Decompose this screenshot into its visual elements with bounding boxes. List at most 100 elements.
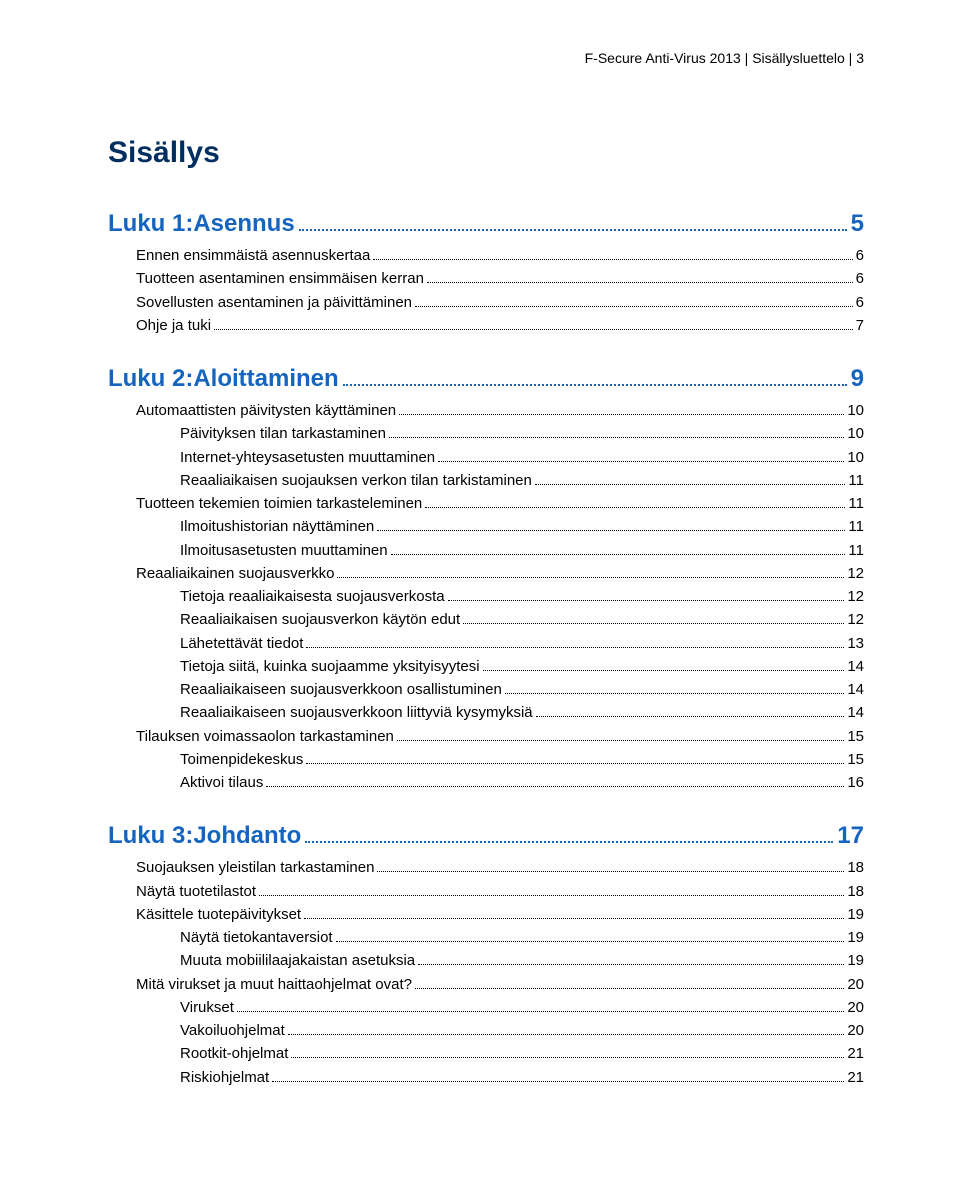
toc-entry[interactable]: Toimenpidekeskus15 bbox=[108, 748, 864, 771]
leader-dots bbox=[373, 252, 852, 260]
leader-dots bbox=[266, 779, 844, 787]
toc-entry-page: 20 bbox=[847, 973, 864, 996]
toc-entry-page: 16 bbox=[847, 771, 864, 794]
toc-entry[interactable]: Virukset 20 bbox=[108, 996, 864, 1019]
header-breadcrumb: F-Secure Anti-Virus 2013 | Sisällysluett… bbox=[108, 50, 864, 66]
toc-entry[interactable]: Reaaliaikaisen suojauksen verkon tilan t… bbox=[108, 469, 864, 492]
toc-entry[interactable]: Sovellusten asentaminen ja päivittäminen… bbox=[108, 291, 864, 314]
toc-entry[interactable]: Internet-yhteysasetusten muuttaminen10 bbox=[108, 446, 864, 469]
document-title: Sisällys bbox=[108, 136, 864, 170]
toc-entry[interactable]: Tietoja reaaliaikaisesta suojausverkosta… bbox=[108, 585, 864, 608]
toc-entry-label: Virukset bbox=[180, 996, 234, 1019]
toc-entry[interactable]: Ohje ja tuki7 bbox=[108, 314, 864, 337]
leader-dots bbox=[397, 732, 844, 740]
toc-entry-label: Reaaliaikainen suojausverkko bbox=[136, 562, 334, 585]
chapter-heading[interactable]: Luku 2:Aloittaminen9 bbox=[108, 365, 864, 393]
toc-entry-page: 6 bbox=[856, 291, 864, 314]
leader-dots bbox=[389, 430, 844, 438]
toc-entry[interactable]: Tuotteen asentaminen ensimmäisen kerran6 bbox=[108, 267, 864, 290]
toc-entry-label: Riskiohjelmat bbox=[180, 1066, 269, 1089]
toc-entry-label: Rootkit-ohjelmat bbox=[180, 1042, 288, 1065]
toc-entry-label: Ilmoitushistorian näyttäminen bbox=[180, 515, 374, 538]
toc-entry-page: 14 bbox=[847, 701, 864, 724]
toc-entry-page: 20 bbox=[847, 996, 864, 1019]
toc-entry[interactable]: Reaaliaikaiseen suojausverkkoon osallist… bbox=[108, 678, 864, 701]
toc-entry[interactable]: Käsittele tuotepäivitykset 19 bbox=[108, 903, 864, 926]
toc-entry[interactable]: Riskiohjelmat 21 bbox=[108, 1066, 864, 1089]
toc-entry-page: 6 bbox=[856, 244, 864, 267]
toc-entry-page: 19 bbox=[847, 903, 864, 926]
leader-dots bbox=[291, 1050, 844, 1058]
leader-dots bbox=[425, 500, 845, 508]
leader-dots bbox=[304, 911, 844, 919]
leader-dots bbox=[214, 322, 853, 330]
leader-dots bbox=[535, 477, 846, 485]
toc-entry[interactable]: Rootkit-ohjelmat 21 bbox=[108, 1042, 864, 1065]
leader-dots bbox=[237, 1004, 844, 1012]
toc-entry-label: Tilauksen voimassaolon tarkastaminen bbox=[136, 725, 394, 748]
leader-dots bbox=[427, 275, 853, 283]
toc-entry-label: Muuta mobiililaajakaistan asetuksia bbox=[180, 949, 415, 972]
leader-dots bbox=[337, 570, 844, 578]
toc-entry-label: Tietoja reaaliaikaisesta suojausverkosta bbox=[180, 585, 445, 608]
toc-entry-label: Näytä tuotetilastot bbox=[136, 880, 256, 903]
toc-entry-page: 12 bbox=[847, 585, 864, 608]
toc-entry-label: Internet-yhteysasetusten muuttaminen bbox=[180, 446, 435, 469]
toc-entry-label: Käsittele tuotepäivitykset bbox=[136, 903, 301, 926]
toc-entry-label: Reaaliaikaiseen suojausverkkoon osallist… bbox=[180, 678, 502, 701]
toc-entry[interactable]: Näytä tietokantaversiot19 bbox=[108, 926, 864, 949]
toc-entry-page: 14 bbox=[847, 678, 864, 701]
toc-entry[interactable]: Reaaliaikainen suojausverkko12 bbox=[108, 562, 864, 585]
leader-dots bbox=[305, 829, 833, 843]
chapter-page: 9 bbox=[851, 365, 864, 393]
toc-entry-label: Reaaliaikaisen suojausverkon käytön edut bbox=[180, 608, 460, 631]
toc-entry-page: 12 bbox=[847, 608, 864, 631]
toc-entry[interactable]: Reaaliaikaisen suojausverkon käytön edut… bbox=[108, 608, 864, 631]
chapter-block: Luku 1:Asennus5 Ennen ensimmäistä asennus… bbox=[108, 210, 864, 337]
toc-entry[interactable]: Tuotteen tekemien toimien tarkastelemine… bbox=[108, 492, 864, 515]
toc-entry[interactable]: Ilmoitushistorian näyttäminen 11 bbox=[108, 515, 864, 538]
toc-entry-label: Aktivoi tilaus bbox=[180, 771, 263, 794]
toc-entry-page: 21 bbox=[847, 1042, 864, 1065]
toc-entry[interactable]: Muuta mobiililaajakaistan asetuksia 19 bbox=[108, 949, 864, 972]
leader-dots bbox=[288, 1027, 845, 1035]
chapter-heading[interactable]: Luku 3:Johdanto17 bbox=[108, 822, 864, 850]
chapter-title: Luku 1:Asennus bbox=[108, 210, 295, 238]
toc-entry-label: Tuotteen asentaminen ensimmäisen kerran bbox=[136, 267, 424, 290]
toc-entry-page: 10 bbox=[847, 399, 864, 422]
toc-entry-page: 19 bbox=[847, 926, 864, 949]
toc-entry-label: Ennen ensimmäistä asennuskertaa bbox=[136, 244, 370, 267]
chapter-block: Luku 2:Aloittaminen9 Automaattisten päivi… bbox=[108, 365, 864, 794]
toc-entry[interactable]: Vakoiluohjelmat20 bbox=[108, 1019, 864, 1042]
toc-entry-page: 11 bbox=[848, 515, 864, 538]
leader-dots bbox=[415, 980, 844, 988]
toc-entry[interactable]: Automaattisten päivitysten käyttäminen 10 bbox=[108, 399, 864, 422]
leader-dots bbox=[415, 298, 853, 306]
chapter-page: 17 bbox=[837, 822, 864, 850]
toc-entry[interactable]: Aktivoi tilaus 16 bbox=[108, 771, 864, 794]
leader-dots bbox=[377, 523, 845, 531]
chapter-heading[interactable]: Luku 1:Asennus5 bbox=[108, 210, 864, 238]
toc-entry-page: 21 bbox=[847, 1066, 864, 1089]
leader-dots bbox=[463, 616, 844, 624]
toc-entry[interactable]: Tietoja siitä, kuinka suojaamme yksityis… bbox=[108, 655, 864, 678]
toc-entry[interactable]: Ennen ensimmäistä asennuskertaa 6 bbox=[108, 244, 864, 267]
toc-entry-page: 7 bbox=[856, 314, 864, 337]
toc-entry[interactable]: Suojauksen yleistilan tarkastaminen18 bbox=[108, 856, 864, 879]
toc-entry-page: 19 bbox=[847, 949, 864, 972]
toc-entry[interactable]: Ilmoitusasetusten muuttaminen11 bbox=[108, 539, 864, 562]
leader-dots bbox=[306, 639, 844, 647]
toc-entry-label: Automaattisten päivitysten käyttäminen bbox=[136, 399, 396, 422]
toc-entry[interactable]: Mitä virukset ja muut haittaohjelmat ova… bbox=[108, 973, 864, 996]
toc-entry[interactable]: Tilauksen voimassaolon tarkastaminen15 bbox=[108, 725, 864, 748]
toc-entry[interactable]: Näytä tuotetilastot18 bbox=[108, 880, 864, 903]
leader-dots bbox=[438, 453, 844, 461]
toc-entry[interactable]: Lähetettävät tiedot13 bbox=[108, 632, 864, 655]
toc-entry-page: 13 bbox=[847, 632, 864, 655]
toc-entry[interactable]: Reaaliaikaiseen suojausverkkoon liittyvi… bbox=[108, 701, 864, 724]
leader-dots bbox=[259, 887, 844, 895]
toc-entry-label: Reaaliaikaisen suojauksen verkon tilan t… bbox=[180, 469, 532, 492]
toc-entry-page: 20 bbox=[847, 1019, 864, 1042]
toc-entry[interactable]: Päivityksen tilan tarkastaminen10 bbox=[108, 422, 864, 445]
leader-dots bbox=[418, 957, 844, 965]
